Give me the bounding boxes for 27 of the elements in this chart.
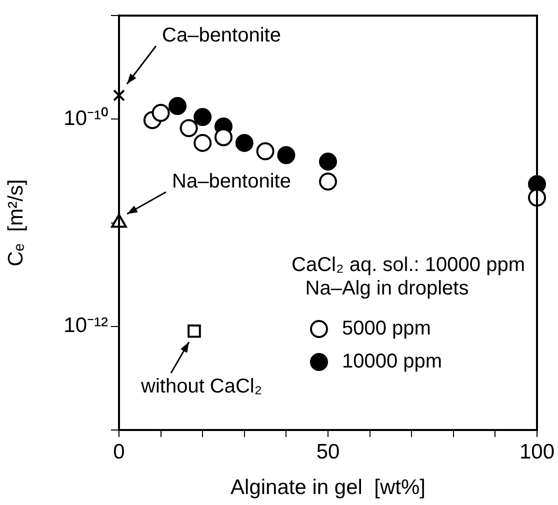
point bbox=[188, 324, 201, 338]
point bbox=[319, 172, 337, 191]
point bbox=[235, 134, 254, 152]
annotation: CaCl₂ aq. sol.: 10000 ppm bbox=[292, 254, 525, 276]
annotation: without CaCl₂ bbox=[140, 376, 262, 398]
x-tick-label: 50 bbox=[316, 440, 340, 464]
x-axis-title: Alginate in gel [wt%] bbox=[230, 476, 426, 500]
point bbox=[319, 152, 337, 171]
y-tick-label: 10⁻¹² bbox=[64, 314, 108, 338]
y-tick-label: 10⁻¹⁰ bbox=[64, 106, 108, 130]
legend-label: 10000 ppm bbox=[342, 350, 442, 373]
annotation: Na–bentonite bbox=[172, 170, 291, 193]
point bbox=[277, 146, 296, 164]
point bbox=[214, 128, 232, 146]
legend-title: Na–Alg in droplets bbox=[305, 278, 469, 300]
point bbox=[256, 142, 274, 160]
legend-label: 5000 ppm bbox=[342, 318, 431, 340]
point bbox=[180, 119, 198, 138]
x-tick-label: 0 bbox=[113, 440, 125, 464]
point bbox=[194, 134, 212, 152]
y-axis-title: Cₑ [m²/s] bbox=[4, 179, 28, 266]
annotation: Ca–bentonite bbox=[162, 24, 281, 47]
point bbox=[168, 97, 187, 116]
x-tick-label: 100 bbox=[519, 440, 555, 464]
point bbox=[152, 104, 170, 122]
point bbox=[194, 108, 212, 126]
point bbox=[113, 89, 125, 102]
